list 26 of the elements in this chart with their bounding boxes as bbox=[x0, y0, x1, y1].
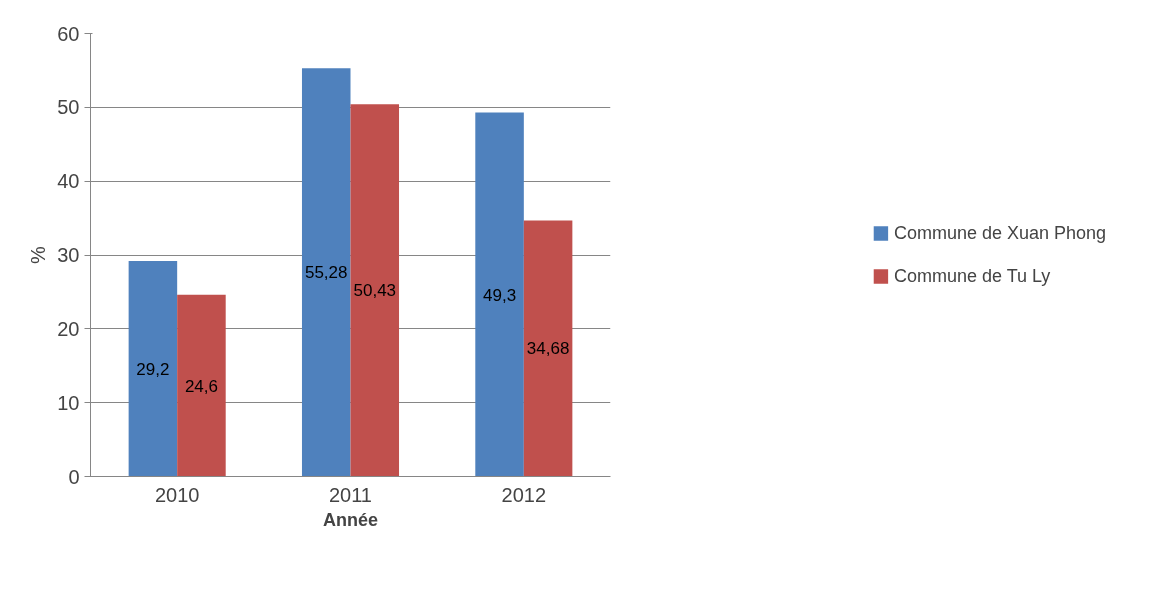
y-tick-label: 40 bbox=[57, 170, 80, 193]
bar bbox=[301, 68, 351, 477]
y-axis-title: % bbox=[27, 245, 50, 264]
data-label: 49,3 bbox=[483, 285, 517, 305]
y-tick-label: 0 bbox=[68, 465, 80, 488]
x-tick-label: 2011 bbox=[329, 483, 373, 506]
y-tick-label: 20 bbox=[57, 317, 80, 340]
data-label: 50,43 bbox=[353, 281, 397, 301]
x-axis-title: Année bbox=[322, 509, 379, 530]
y-tick-label: 50 bbox=[57, 96, 80, 119]
legend-label: Commune de Tu Ly bbox=[893, 265, 1051, 287]
bar bbox=[350, 104, 400, 477]
data-label: 29,2 bbox=[136, 359, 170, 379]
x-tick-label: 2010 bbox=[154, 483, 200, 506]
data-label: 55,28 bbox=[304, 263, 348, 283]
bar bbox=[128, 260, 178, 477]
x-tick-label: 2012 bbox=[501, 483, 547, 506]
data-label: 24,6 bbox=[184, 376, 218, 396]
data-label: 34,68 bbox=[526, 339, 570, 359]
y-tick-label: 30 bbox=[57, 244, 80, 266]
bar bbox=[475, 112, 524, 477]
bar bbox=[523, 220, 573, 477]
bar bbox=[177, 294, 226, 477]
legend-label: Commune de Xuan Phong bbox=[893, 222, 1107, 244]
y-tick-label: 10 bbox=[57, 391, 80, 414]
y-tick-label: 60 bbox=[57, 22, 80, 45]
